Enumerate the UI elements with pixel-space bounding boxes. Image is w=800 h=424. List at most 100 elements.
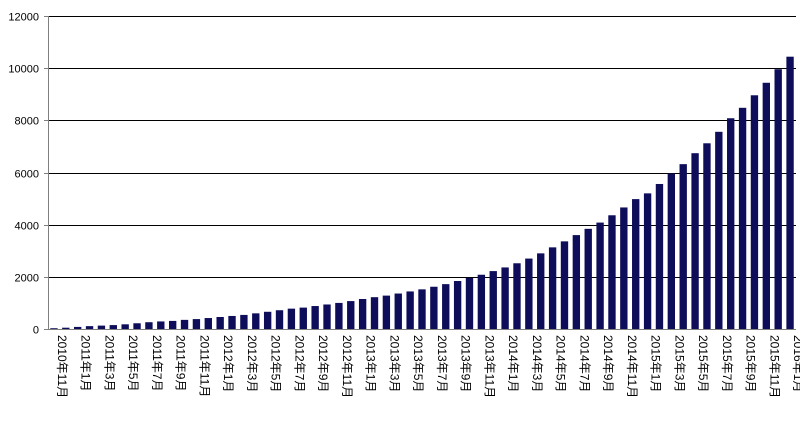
y-tick-label: 4000 [15, 221, 39, 233]
x-axis-tick-labels: 2010年11月 2011年1月 2011年3月 2011年5月 2011年7月 2011… [55, 335, 800, 398]
bar [513, 263, 521, 329]
x-tick-label: 2015年1月 [649, 335, 663, 392]
x-tick-label: 2011年11月 [197, 335, 211, 397]
x-tick-label: 2011年5月 [126, 335, 140, 391]
y-tick-label: 10000 [8, 64, 39, 76]
bar [537, 253, 545, 329]
bar [715, 131, 723, 329]
bar [608, 215, 616, 329]
bar [442, 284, 450, 329]
x-tick-label: 2012年3月 [245, 335, 259, 392]
bar [204, 318, 212, 329]
bar [762, 82, 770, 330]
bar [465, 277, 474, 329]
bar [572, 235, 581, 329]
x-tick-label: 2011年7月 [150, 335, 164, 391]
bar [216, 317, 224, 329]
bar [430, 286, 438, 329]
bar [109, 325, 117, 329]
bar [620, 207, 628, 329]
x-tick-label: 2015年11月 [767, 335, 781, 398]
x-tick-label: 2015年7月 [720, 335, 734, 392]
bar [145, 322, 153, 329]
x-tick-label: 2013年7月 [435, 335, 449, 392]
bar [786, 56, 794, 329]
bar [584, 228, 592, 329]
x-tick-label: 2010年11月 [55, 335, 69, 398]
bar [299, 307, 307, 329]
x-tick-label: 2016年1月 [791, 335, 800, 392]
y-tick-label: 12000 [8, 12, 39, 24]
y-axis-tick-labels: 0 2000 4000 6000 8000 10000 12000 [8, 12, 39, 337]
bar [50, 328, 58, 329]
x-tick-label: 2014年5月 [554, 335, 568, 392]
x-tick-label: 2013年1月 [364, 335, 378, 392]
x-tick-label: 2015年9月 [744, 335, 758, 392]
bar [738, 107, 747, 329]
axes [44, 16, 796, 330]
bar [596, 222, 604, 329]
bar [727, 118, 735, 329]
bar [85, 326, 94, 329]
x-tick-label: 2014年9月 [601, 335, 615, 392]
x-tick-label: 2012年9月 [316, 335, 330, 392]
bar [382, 295, 391, 329]
bar [489, 271, 497, 329]
bar [703, 143, 711, 329]
bar [691, 153, 699, 329]
x-tick-label: 2014年7月 [577, 335, 591, 392]
bar [418, 289, 426, 329]
x-tick-label: 2013年9月 [459, 335, 473, 392]
bar [192, 319, 201, 329]
bar [501, 267, 509, 329]
x-tick-label: 2012年5月 [269, 335, 283, 392]
bar [263, 311, 272, 329]
bar [560, 241, 569, 329]
x-tick-label: 2011年1月 [79, 335, 93, 391]
bar [643, 193, 652, 329]
bar [323, 304, 331, 329]
x-tick-label: 2012年7月 [292, 335, 306, 392]
bar [548, 247, 557, 329]
bar [394, 293, 402, 329]
bar [477, 274, 486, 329]
x-tick-label: 2015年5月 [696, 335, 710, 392]
x-tick-label: 2013年3月 [387, 335, 401, 392]
bar [133, 323, 141, 329]
bar [358, 299, 367, 329]
x-tick-label: 2012年11月 [340, 335, 354, 398]
y-tick-label: 0 [33, 325, 39, 337]
x-tick-label: 2014年11月 [625, 335, 639, 398]
x-tick-label: 2013年5月 [411, 335, 425, 392]
bar [679, 164, 687, 329]
bar [180, 319, 189, 329]
x-tick-label: 2011年3月 [102, 335, 116, 391]
bar [406, 291, 414, 329]
x-tick-label: 2013年11月 [482, 335, 496, 398]
y-tick-label: 2000 [15, 273, 39, 285]
y-tick-label: 6000 [15, 169, 39, 181]
bar [750, 95, 759, 329]
bar [667, 173, 676, 329]
bar [97, 325, 106, 329]
bar [74, 326, 82, 329]
y-tick-label: 8000 [15, 116, 39, 128]
bar [228, 315, 236, 329]
bar [347, 301, 355, 329]
bar [121, 324, 129, 329]
bar [157, 321, 165, 329]
bar [774, 69, 782, 330]
x-tick-label: 2014年3月 [530, 335, 544, 392]
bar [168, 320, 177, 329]
bar [287, 308, 296, 329]
bar [240, 314, 248, 329]
bar [370, 297, 379, 329]
x-tick-label: 2015年3月 [672, 335, 686, 392]
x-tick-label: 2012年1月 [221, 335, 235, 392]
bar [525, 258, 533, 329]
bar [275, 310, 284, 329]
bar [655, 183, 664, 329]
bar [335, 302, 343, 329]
bar [632, 199, 640, 329]
